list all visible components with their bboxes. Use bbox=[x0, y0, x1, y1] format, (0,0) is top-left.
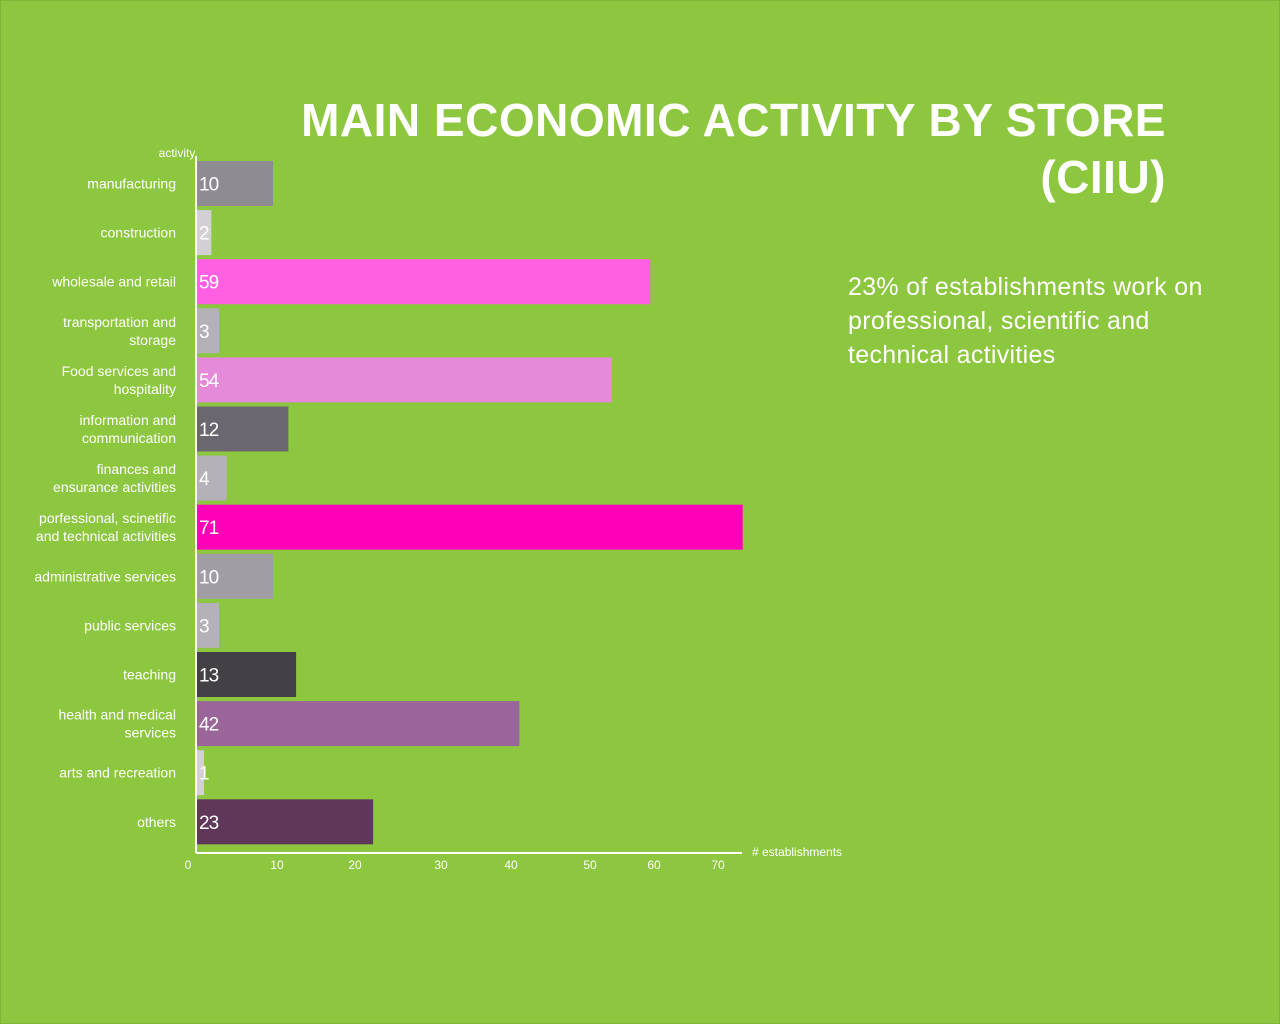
x-tick-label: 50 bbox=[583, 858, 597, 872]
insight-text: 23% of establishments work on profession… bbox=[848, 273, 1203, 369]
category-label: arts and recreation bbox=[59, 765, 176, 781]
x-tick-label: 30 bbox=[434, 858, 448, 872]
x-tick-label: 60 bbox=[647, 858, 661, 872]
chart-title: MAIN ECONOMIC ACTIVITY BY STORE (CIIU) bbox=[266, 92, 1166, 206]
x-tick-label: 20 bbox=[348, 858, 362, 872]
x-axis-title: # establishments bbox=[752, 845, 842, 859]
bar-value-label: 10 bbox=[199, 567, 219, 588]
title-line-1: MAIN ECONOMIC ACTIVITY BY STORE bbox=[301, 94, 1166, 146]
bar bbox=[196, 701, 520, 747]
category-label: services bbox=[125, 725, 176, 741]
bar bbox=[196, 652, 297, 697]
x-tick-label: 10 bbox=[270, 858, 284, 872]
value-labels: 10 2 59 3 54 12 4 71 10 3 13 42 1 23 bbox=[199, 175, 221, 834]
category-label: communication bbox=[82, 430, 176, 446]
bar bbox=[196, 357, 612, 403]
bar bbox=[196, 750, 204, 796]
category-label: manufacturing bbox=[87, 176, 176, 192]
bar bbox=[196, 799, 374, 845]
category-label: Food services and bbox=[62, 363, 176, 379]
category-label: administrative services bbox=[34, 568, 176, 584]
bar bbox=[196, 210, 212, 256]
bar bbox=[196, 602, 220, 648]
category-label: ensurance activities bbox=[53, 479, 176, 495]
y-axis-title: activity bbox=[159, 146, 196, 160]
bar-value-label: 2 bbox=[199, 224, 209, 245]
bar-value-label: 54 bbox=[199, 371, 220, 392]
bar-value-label: 10 bbox=[199, 175, 219, 196]
bar-value-label: 23 bbox=[199, 813, 219, 834]
x-tick-labels: 0 10 20 30 40 50 60 70 bbox=[185, 858, 725, 872]
x-tick-label: 70 bbox=[711, 858, 725, 872]
bar-value-label: 13 bbox=[199, 666, 219, 687]
bar-value-label: 1 bbox=[199, 764, 209, 785]
category-label: public services bbox=[84, 617, 176, 633]
x-tick-label: 0 bbox=[185, 858, 192, 872]
bars-group bbox=[196, 161, 743, 845]
title-line-2: (CIIU) bbox=[1040, 151, 1166, 203]
category-label: teaching bbox=[123, 667, 176, 683]
bar-value-label: 3 bbox=[199, 616, 209, 637]
category-label: hospitality bbox=[114, 381, 176, 397]
category-labels: manufacturing construction wholesale and r… bbox=[34, 176, 176, 830]
category-label: transportation and bbox=[63, 314, 176, 330]
category-label: porfessional, scinetific bbox=[39, 510, 176, 526]
category-label: wholesale and retail bbox=[51, 274, 176, 290]
bar-value-label: 3 bbox=[199, 322, 209, 343]
category-label: health and medical bbox=[58, 707, 176, 723]
x-tick-label: 40 bbox=[504, 858, 518, 872]
category-label: others bbox=[137, 814, 176, 830]
bar bbox=[196, 308, 220, 354]
bar bbox=[196, 259, 651, 305]
bar-value-label: 71 bbox=[199, 518, 219, 539]
bar bbox=[196, 504, 743, 550]
bar-value-label: 4 bbox=[199, 469, 210, 490]
bar bbox=[196, 553, 273, 599]
bar-value-label: 42 bbox=[199, 715, 219, 736]
category-label: finances and bbox=[97, 461, 176, 477]
category-label: storage bbox=[129, 332, 176, 348]
bar bbox=[196, 455, 227, 501]
bar bbox=[196, 161, 273, 206]
category-label: information and bbox=[79, 412, 176, 428]
category-label: construction bbox=[101, 225, 176, 241]
category-label: and technical activities bbox=[36, 528, 176, 544]
bar bbox=[196, 406, 289, 452]
bar-value-label: 12 bbox=[199, 420, 219, 441]
bar-value-label: 59 bbox=[199, 273, 219, 294]
